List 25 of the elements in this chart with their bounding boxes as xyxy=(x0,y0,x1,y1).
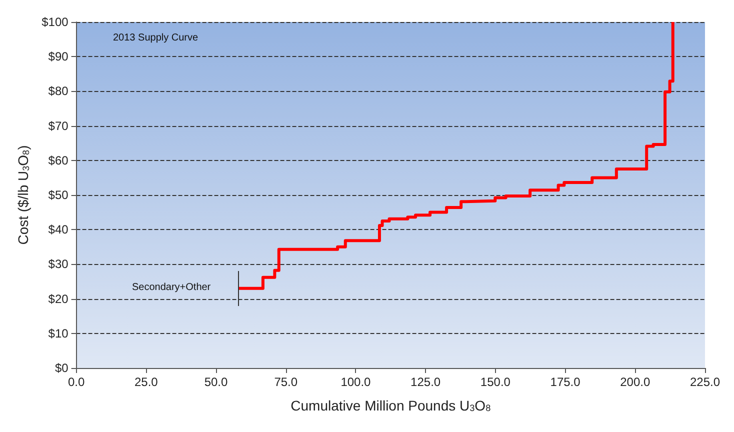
y-tick-label: $40 xyxy=(48,222,69,237)
x-tick-label: 50.0 xyxy=(204,375,228,389)
x-tick-label: 75.0 xyxy=(274,375,298,389)
y-tick-label: $100 xyxy=(42,15,69,29)
x-tick-label: 25.0 xyxy=(134,375,158,389)
y-tick-label: $50 xyxy=(48,188,69,202)
x-tick-label: 100.0 xyxy=(340,375,372,389)
x-tick-label: 125.0 xyxy=(410,375,441,389)
y-tick-label: $20 xyxy=(48,292,69,306)
y-tick-label: $80 xyxy=(48,84,69,98)
x-tick-label: 0.0 xyxy=(68,375,85,389)
annotation: Secondary+Other xyxy=(132,281,211,296)
text: 2013 Supply Curve xyxy=(113,32,198,44)
y-tick-label: $70 xyxy=(48,118,69,133)
y-tick-label: $0 xyxy=(54,361,69,375)
y-tick-label: $30 xyxy=(48,257,69,272)
x-tick-label: 175.0 xyxy=(550,375,581,389)
y-tick-label: $60 xyxy=(48,153,69,168)
y-tick-label: $10 xyxy=(48,326,69,340)
x-tick-label: 150.0 xyxy=(480,375,511,389)
x-tick-label: 200.0 xyxy=(620,375,650,389)
x-tick-label: 225.0 xyxy=(690,375,720,389)
x-axis-title: Cumulative Million Pounds U3O8 xyxy=(290,397,491,414)
y-axis-title: Cost ($/lb U3O8) xyxy=(15,145,31,245)
y-tick-label: $90 xyxy=(48,50,69,64)
